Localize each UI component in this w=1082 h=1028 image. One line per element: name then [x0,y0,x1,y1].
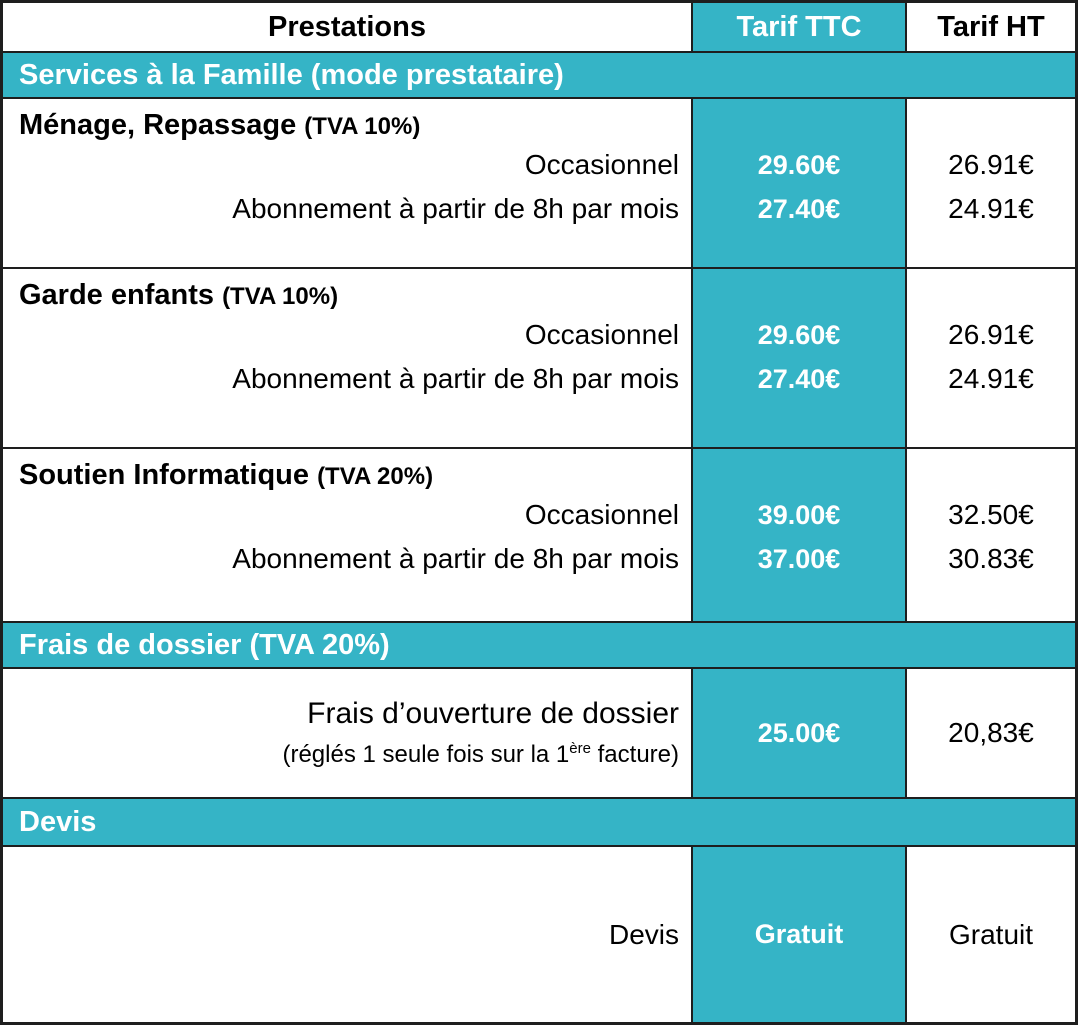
price-ht: 32.50€ [948,499,1034,530]
block-soutien-ht-cell: 32.50€ 30.83€ [907,449,1075,621]
block-soutien-ttc-cell: 39.00€ 37.00€ [693,449,905,621]
service-line-occasionnel: Occasionnel [524,319,679,350]
price-ttc: 27.40€ [757,363,841,394]
col-header-tarif-ht: Tarif HT [907,3,1075,51]
block-garde-ttc-cell: 29.60€ 27.40€ [693,269,905,447]
block-garde-ht-cell: 26.91€ 24.91€ [907,269,1075,447]
band-devis: Devis [3,799,1075,845]
frais-ttc-cell: 25.00€ [693,669,905,797]
price-ht: 24.91€ [948,363,1034,394]
block-garde-enfants: Garde enfants (TVA 10%) Occasionnel Abon… [3,269,691,447]
block-title-text: Ménage, Repassage [19,109,297,141]
note-text: (réglés 1 seule fois sur la 1 [282,741,570,768]
block-title: Ménage, Repassage (TVA 10%) [19,109,679,143]
col-header-prestations: Prestations [3,3,691,51]
service-line-abonnement: Abonnement à partir de 8h par mois [232,543,679,574]
service-line-occasionnel: Occasionnel [524,499,679,530]
price-ttc: 37.00€ [757,543,841,574]
block-menage-ht-cell: 26.91€ 24.91€ [907,99,1075,267]
price-ht: 26.91€ [948,149,1034,180]
block-title-text: Soutien Informatique [19,459,309,491]
col-header-tarif-ttc: Tarif TTC [693,3,905,51]
band-frais-de-dossier: Frais de dossier (TVA 20%) [3,623,1075,667]
block-tva-label: (TVA 10%) [304,113,421,140]
price-ht: 30.83€ [948,543,1034,574]
price-ht: 26.91€ [948,319,1034,350]
service-line-occasionnel: Occasionnel [524,149,679,180]
block-title: Soutien Informatique (TVA 20%) [19,459,679,493]
devis-ttc-cell: Gratuit [693,847,905,1022]
price-ttc: 29.60€ [757,149,841,180]
block-soutien-informatique: Soutien Informatique (TVA 20%) Occasionn… [3,449,691,621]
block-tva-label: (TVA 10%) [222,283,339,310]
price-ht: 24.91€ [948,193,1034,224]
frais-ouverture-label: Frais d’ouverture de dossier [307,697,679,730]
frais-ouverture-note: (réglés 1 seule fois sur la 1ère facture… [282,733,679,771]
service-line-abonnement: Abonnement à partir de 8h par mois [232,193,679,224]
price-ttc: 39.00€ [757,499,841,530]
block-title-text: Garde enfants [19,279,214,311]
block-menage-repassage: Ménage, Repassage (TVA 10%) Occasionnel … [3,99,691,267]
note-text: facture) [590,741,679,768]
service-line-abonnement: Abonnement à partir de 8h par mois [232,363,679,394]
band-services-famille: Services à la Famille (mode prestataire) [3,53,1075,97]
price-ttc: 29.60€ [757,319,841,350]
note-superscript: ère [569,740,591,757]
block-tva-label: (TVA 20%) [317,463,434,490]
devis-ht-cell: Gratuit [907,847,1075,1022]
block-menage-ttc-cell: 29.60€ 27.40€ [693,99,905,267]
frais-ht-cell: 20,83€ [907,669,1075,797]
row-frais-ouverture: Frais d’ouverture de dossier (réglés 1 s… [3,669,691,797]
price-ttc: 27.40€ [757,193,841,224]
row-devis: Devis [3,847,691,1022]
block-title: Garde enfants (TVA 10%) [19,279,679,313]
